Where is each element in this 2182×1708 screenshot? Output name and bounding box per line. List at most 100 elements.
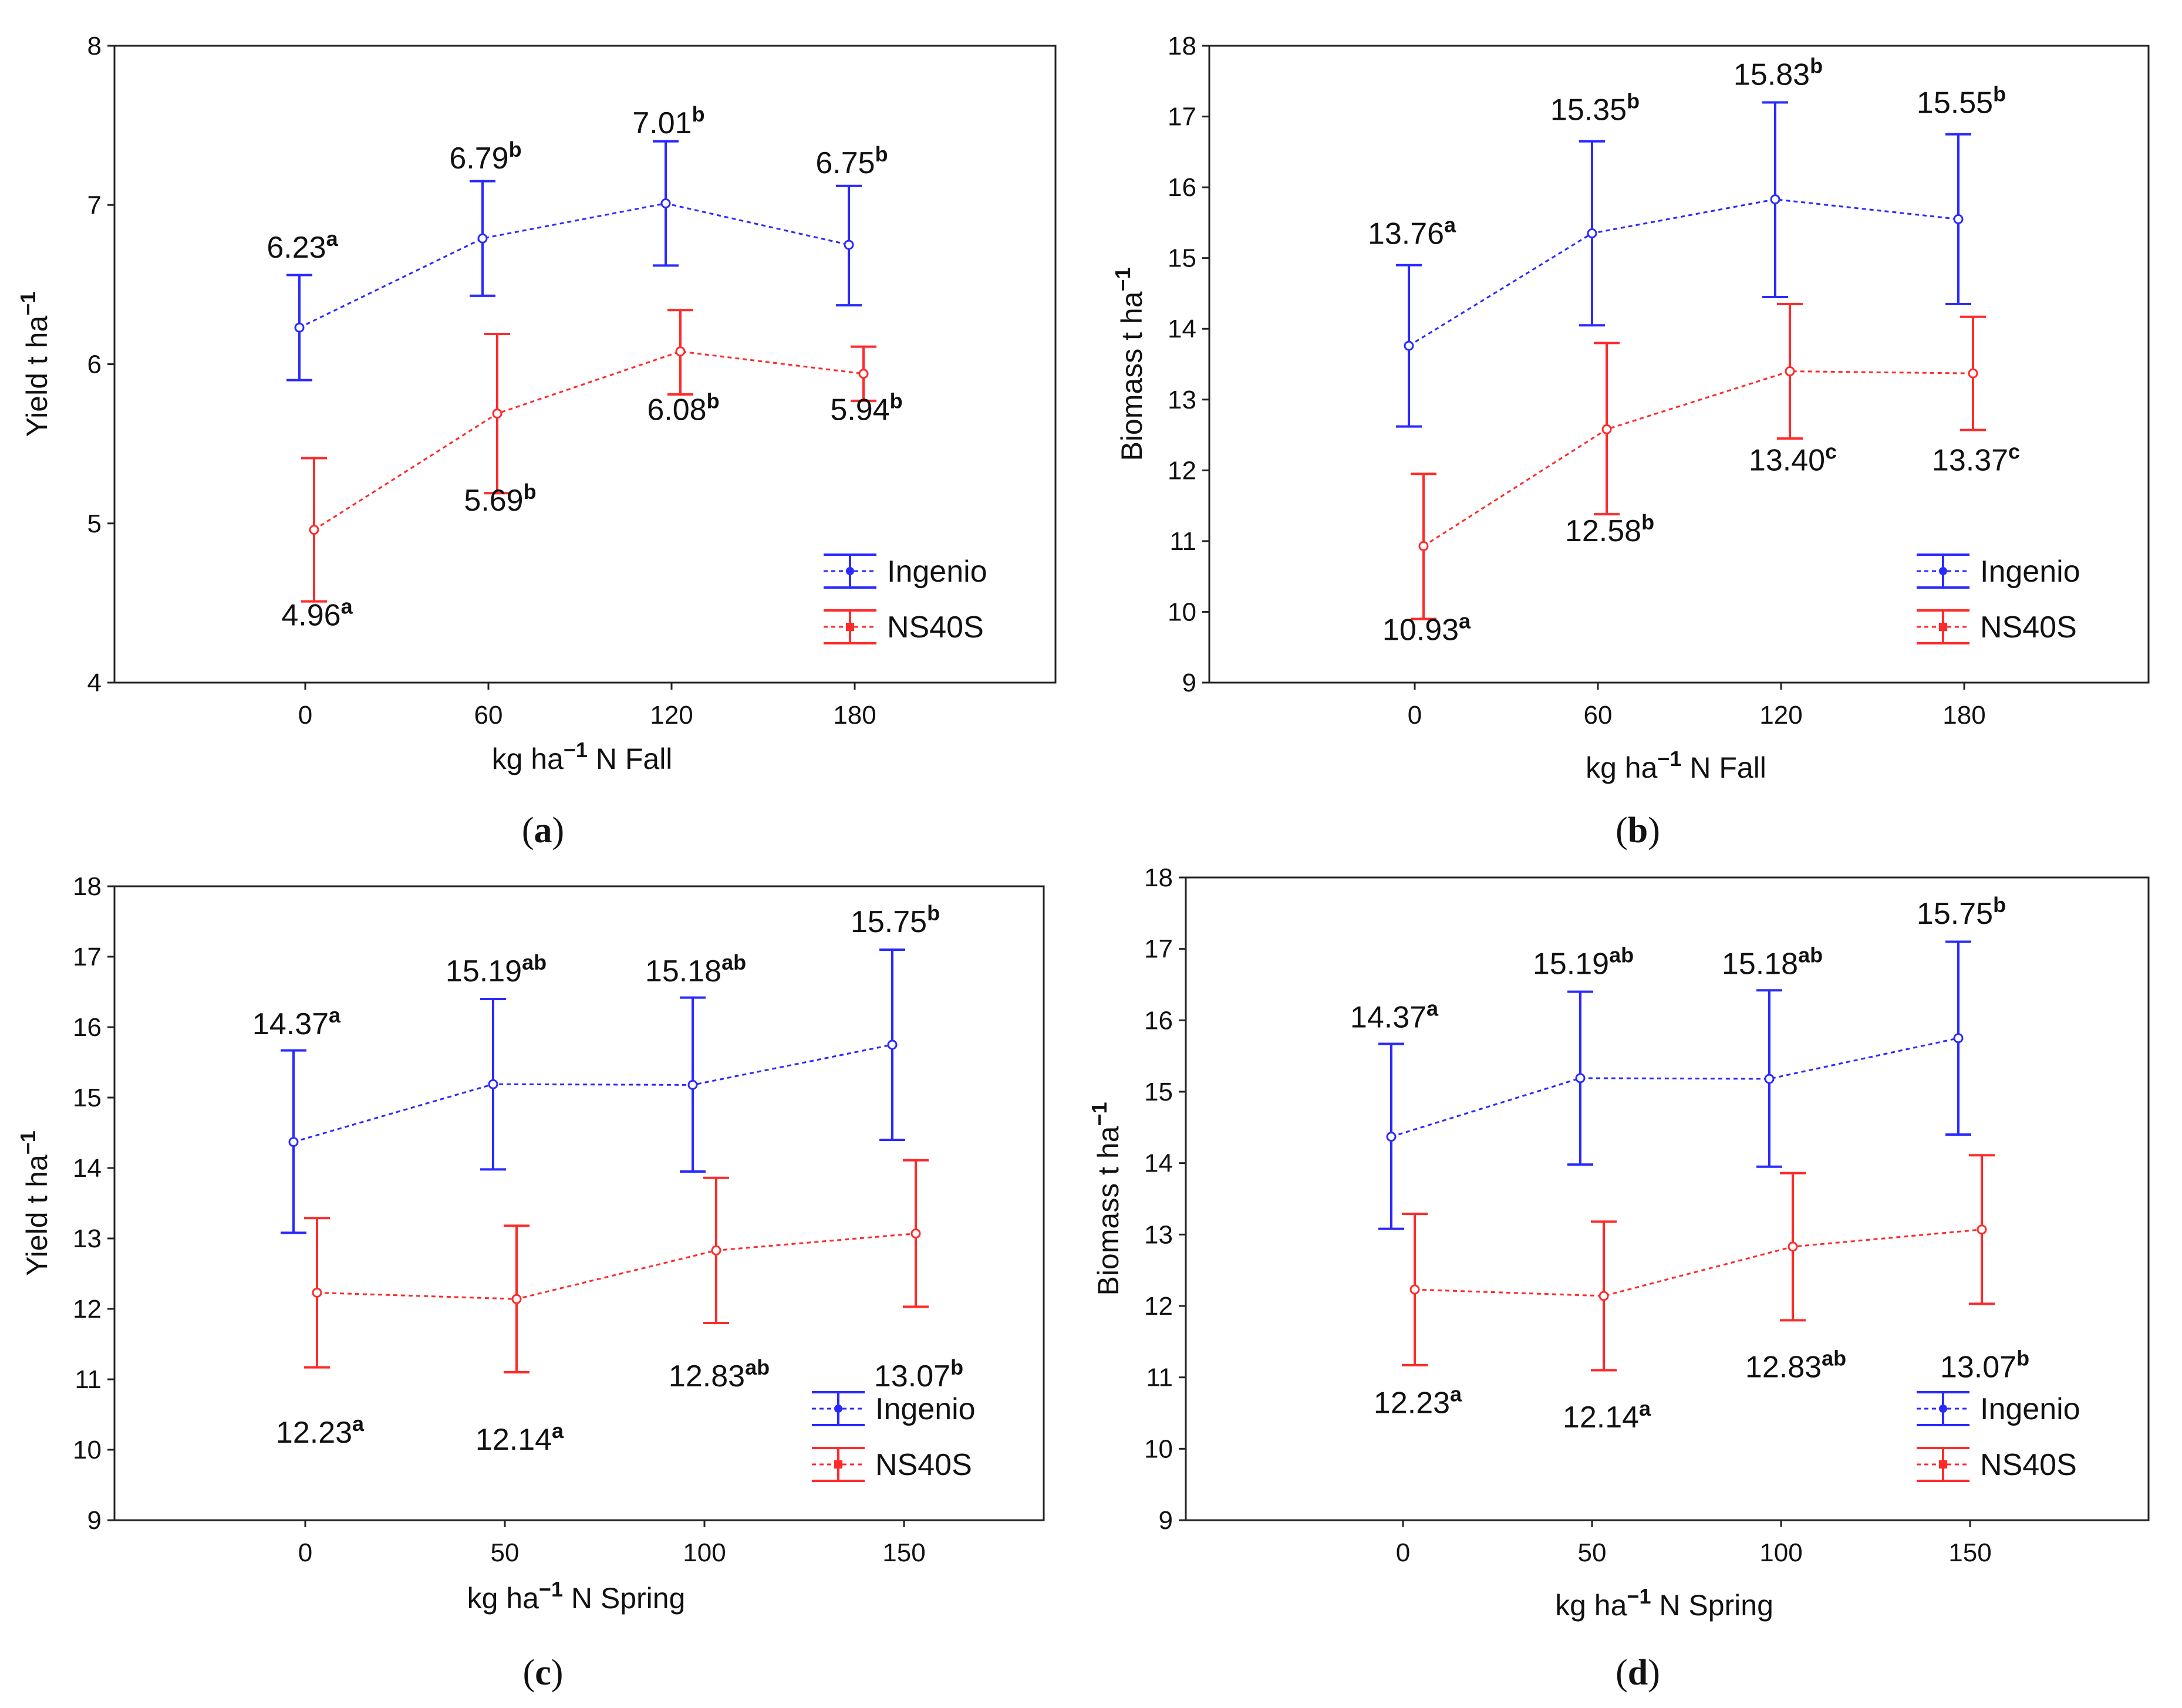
x-tick-label: 60 (474, 701, 503, 730)
x-axis-label-superscript: −1 (539, 1577, 563, 1601)
legend-marker (846, 567, 854, 575)
data-point (1587, 228, 1597, 238)
data-label: 4.96a (281, 594, 353, 632)
data-point (488, 1079, 498, 1089)
data-label-value: 12.23 (1374, 1386, 1450, 1420)
caption-paren: ( (1616, 811, 1628, 850)
data-label-letter: b (890, 389, 903, 413)
y-axis-label: Biomass t ha−1 (1111, 267, 1148, 461)
x-tick-label: 180 (1942, 701, 1985, 730)
x-tick-label: 50 (491, 1538, 520, 1567)
data-label: 15.83b (1734, 53, 1823, 92)
x-tick-label: 100 (1759, 1538, 1802, 1567)
data-point (1764, 1074, 1775, 1084)
legend-label: Ingenio (1980, 1392, 2080, 1426)
data-label-value: 15.18 (645, 954, 721, 988)
data-label: 13.07b (874, 1355, 963, 1393)
data-point (1404, 340, 1414, 351)
x-axis-label-text: kg ha (1555, 1589, 1627, 1622)
data-label: 5.69b (464, 480, 536, 518)
data-label-letter: b (1641, 510, 1654, 534)
y-tick-label: 17 (1144, 935, 1173, 964)
data-label-letter: ab (522, 950, 547, 974)
y-tick-label: 16 (1168, 173, 1196, 202)
data-label: 15.75b (851, 901, 940, 939)
data-label-value: 13.07 (874, 1359, 950, 1393)
data-label-letter: b (509, 137, 522, 161)
caption-letter: c (535, 1653, 551, 1693)
data-point (660, 198, 671, 209)
series-line (1408, 198, 1959, 347)
plot-frame (1208, 45, 2150, 684)
x-axis-label: kg ha−1 N Spring (1555, 1584, 1773, 1622)
data-label-letter: b (524, 480, 537, 504)
caption-paren: ) (552, 811, 565, 850)
data-point (910, 1228, 921, 1239)
plot-frame (113, 885, 1045, 1521)
data-label: 6.23a (267, 227, 338, 265)
caption-paren: ) (551, 1653, 564, 1693)
data-label-letter: a (1639, 1396, 1651, 1420)
x-tick-label: 150 (882, 1538, 925, 1567)
y-axis-label-superscript: −1 (16, 292, 40, 316)
y-tick-label: 13 (73, 1224, 102, 1253)
y-tick-label: 15 (73, 1083, 102, 1112)
x-tick-label: 60 (1584, 701, 1613, 730)
data-label: 7.01b (632, 102, 704, 140)
y-tick-label: 10 (73, 1436, 102, 1464)
data-label-value: 4.96 (281, 598, 340, 632)
data-label-value: 13.37 (1932, 443, 2008, 477)
data-point (844, 239, 854, 250)
y-tick-label: 4 (87, 669, 102, 697)
data-label-value: 6.08 (647, 393, 706, 427)
data-point (1575, 1073, 1586, 1083)
data-label: 15.19ab (1533, 943, 1634, 981)
data-label-letter: b (1993, 82, 2006, 106)
legend-label: Ingenio (887, 555, 987, 589)
legend: Ingenio NS40S (1917, 1391, 2080, 1482)
data-point (492, 409, 502, 419)
data-point (675, 346, 686, 357)
y-axis-label-text: Yield t ha (21, 1155, 53, 1276)
data-label-value: 12.23 (276, 1416, 352, 1450)
data-label: 13.76a (1368, 213, 1456, 251)
x-axis-label-text: N Fall (588, 742, 672, 775)
data-label: 14.37a (1350, 997, 1439, 1035)
data-label-letter: c (2008, 439, 2020, 463)
legend-marker (846, 623, 854, 631)
data-label: 12.23a (1374, 1382, 1462, 1420)
x-tick-label: 120 (1759, 701, 1802, 730)
x-tick-label: 50 (1578, 1538, 1607, 1567)
x-axis-label: kg ha−1 N Fall (492, 738, 673, 775)
data-label-value: 12.58 (1565, 514, 1641, 548)
y-tick-label: 8 (87, 32, 102, 60)
y-axis-label-superscript: −1 (16, 1130, 40, 1155)
data-label-letter: b (707, 389, 720, 413)
x-axis-label-text: N Fall (1681, 751, 1766, 784)
y-axis-label-superscript: −1 (1111, 267, 1135, 291)
y-tick-label: 14 (1144, 1149, 1173, 1178)
data-label-letter: b (875, 142, 888, 166)
y-axis-label-text: Biomass t ha (1092, 1126, 1125, 1295)
data-point (1785, 366, 1795, 377)
data-label: 12.58b (1565, 510, 1654, 548)
data-label: 15.55b (1917, 82, 2006, 120)
legend: Ingenio NS40S (812, 1391, 976, 1482)
data-label-value: 6.23 (267, 231, 326, 265)
data-point (1953, 214, 1964, 224)
data-label: 15.18ab (645, 950, 746, 988)
legend-label: Ingenio (875, 1392, 976, 1426)
data-point (1418, 541, 1429, 551)
caption-paren: ) (1648, 811, 1660, 850)
data-label-letter: b (1993, 893, 2006, 917)
legend-label: Ingenio (1980, 555, 2080, 589)
y-tick-label: 18 (73, 872, 102, 901)
data-label: 12.14a (475, 1419, 564, 1457)
data-label-value: 5.94 (830, 393, 889, 427)
